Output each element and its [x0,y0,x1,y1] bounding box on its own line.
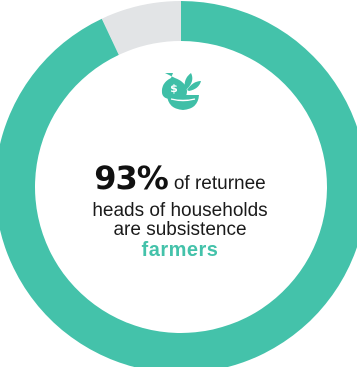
money-bag-plant-icon: $ [161,73,201,110]
label-line-1: of returnee [173,173,266,194]
label-line-2: heads of households [92,200,268,221]
label-line-3: are subsistence [113,219,247,240]
percent-value: 93% [94,159,169,197]
label-highlight: farmers [141,239,219,261]
center-label: 93% of returnee heads of households are s… [60,162,300,261]
svg-text:$: $ [170,82,178,95]
slice-remainder [101,1,181,55]
